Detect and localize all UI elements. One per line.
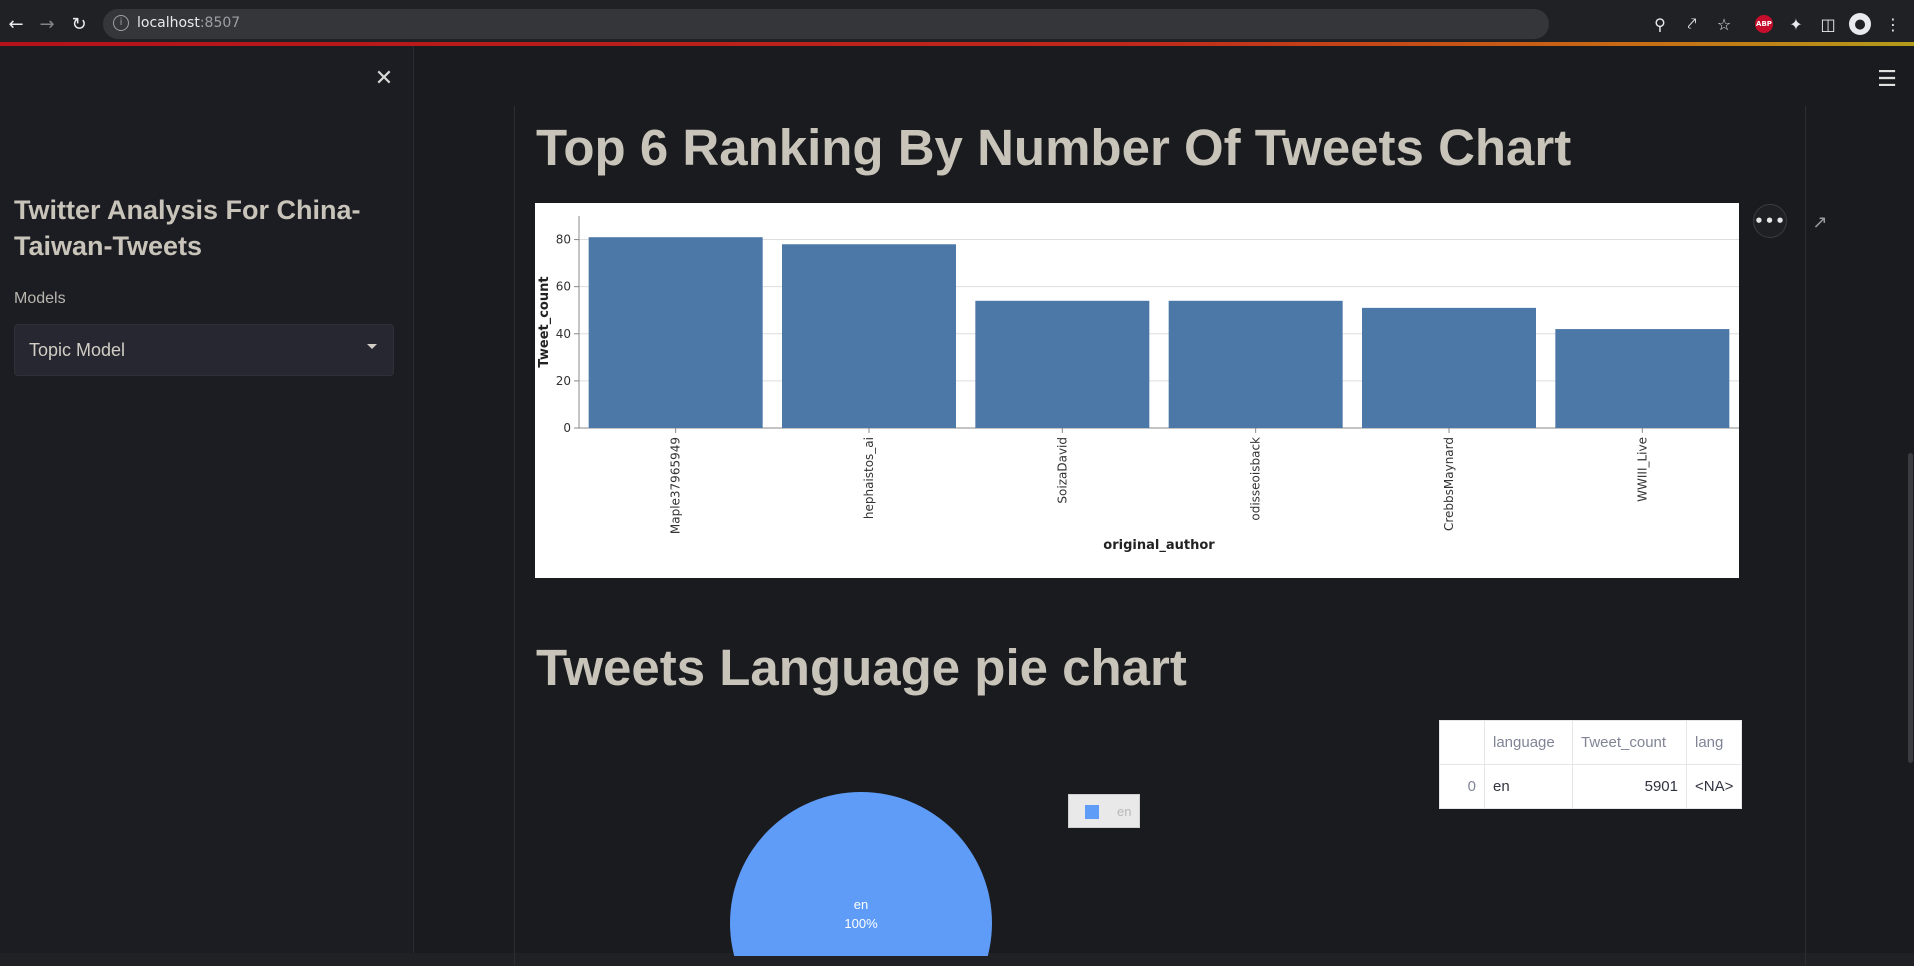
browser-toolbar: ← → ↻ i localhost:8507 ⚲ ⤤ ☆ ABP ✦ ◫ ● ⋮	[0, 0, 1914, 46]
zoom-icon[interactable]: ⚲	[1654, 14, 1666, 34]
hamburger-menu-icon[interactable]: ☰	[1877, 66, 1897, 92]
back-arrow-icon[interactable]: ←	[8, 13, 24, 35]
models-select[interactable]: Topic Model	[14, 324, 394, 376]
y-tick-label: 40	[556, 327, 571, 341]
legend-swatch	[1085, 805, 1099, 819]
scrollbar[interactable]	[1908, 453, 1913, 763]
table-header[interactable]	[1439, 720, 1485, 765]
share-icon[interactable]: ⤤	[1687, 14, 1697, 33]
more-options-icon[interactable]: •••	[1753, 204, 1787, 238]
sidebar: ✕ Twitter Analysis For China-Taiwan-Twee…	[0, 46, 414, 953]
x-tick-label: WWIII_Live	[1635, 437, 1649, 502]
side-panel-icon[interactable]: ◫	[1820, 14, 1836, 34]
y-tick-label: 60	[556, 280, 571, 294]
language-data-table: language Tweet_count lang 0 en 5901 <NA>	[1439, 720, 1743, 809]
table-header[interactable]: language	[1484, 720, 1573, 765]
profile-avatar-icon[interactable]: ●	[1849, 13, 1871, 35]
column-divider	[1805, 106, 1806, 966]
x-tick-label: hephaistos_ai	[862, 437, 876, 519]
bar-chart-heading: Top 6 Ranking By Number Of Tweets Chart	[536, 119, 1572, 176]
table-header[interactable]: Tweet_count	[1572, 720, 1687, 765]
models-label: Models	[14, 290, 66, 307]
url-text[interactable]: localhost:8507	[137, 15, 240, 31]
bookmark-star-icon[interactable]: ☆	[1716, 14, 1732, 34]
url-host: localhost	[137, 15, 200, 31]
y-axis-title: Tweet_count	[537, 276, 552, 367]
table-row: 0 en 5901 <NA>	[1439, 764, 1743, 809]
table-cell: en	[1484, 764, 1573, 809]
pie-slice-label: en	[854, 897, 868, 912]
pie-legend: en	[1068, 794, 1140, 828]
table-header-row: language Tweet_count lang	[1439, 720, 1743, 765]
url-port: :8507	[199, 15, 241, 31]
forward-arrow-icon[interactable]: →	[39, 13, 55, 35]
pie-chart-heading: Tweets Language pie chart	[536, 639, 1187, 696]
bar	[782, 244, 956, 428]
x-tick-label: SoizaDavid	[1055, 437, 1069, 504]
bar-chart: 0 20 40 60 80 Maple37965949 hephaistos_ai Soiza…	[535, 203, 1739, 578]
table-cell: <NA>	[1685, 764, 1743, 809]
bar	[1362, 307, 1536, 428]
models-select-value: Topic Model	[29, 340, 126, 360]
x-axis-title: original_author	[1103, 538, 1215, 553]
table-cell: 0	[1439, 764, 1485, 809]
pie-chart: en 100%	[535, 736, 1235, 956]
pie-slice-percent: 100%	[844, 916, 878, 931]
bar	[1555, 329, 1730, 428]
sidebar-title: Twitter Analysis For China-Taiwan-Tweets	[14, 195, 361, 261]
table-cell: 5901	[1572, 764, 1687, 809]
extensions-icon[interactable]: ✦	[1789, 14, 1803, 34]
app-loading-bar	[0, 42, 1914, 46]
bar-chart-svg: 0 20 40 60 80 Maple37965949 hephaistos_ai Soiza…	[537, 216, 1739, 553]
bar	[1168, 300, 1343, 428]
main-content: ☰ Top 6 Ranking By Number Of Tweets Char…	[414, 46, 1914, 966]
reload-icon[interactable]: ↻	[71, 13, 87, 35]
x-tick-label: odisseoisback	[1249, 437, 1263, 521]
legend-label: en	[1117, 804, 1132, 819]
table-header[interactable]: lang	[1685, 720, 1743, 765]
pie-chart-svg: en 100%	[730, 792, 992, 956]
site-info-icon[interactable]: i	[113, 15, 129, 31]
browser-menu-icon[interactable]: ⋮	[1885, 14, 1901, 34]
pie-slice	[730, 792, 992, 956]
address-bar[interactable]: i localhost:8507	[103, 9, 1549, 39]
y-tick-label: 20	[556, 374, 571, 388]
x-tick-label: CrebbsMaynard	[1442, 437, 1456, 531]
column-divider	[514, 106, 515, 966]
bar	[975, 300, 1150, 428]
fullscreen-icon[interactable]: ↗	[1812, 211, 1828, 233]
adblock-icon[interactable]: ABP	[1755, 15, 1773, 33]
y-tick-label: 80	[556, 233, 571, 247]
chevron-down-icon	[367, 344, 377, 349]
close-sidebar-icon[interactable]: ✕	[374, 65, 394, 91]
x-tick-label: Maple37965949	[669, 437, 683, 534]
y-tick-label: 0	[563, 421, 571, 435]
bar	[588, 237, 763, 428]
